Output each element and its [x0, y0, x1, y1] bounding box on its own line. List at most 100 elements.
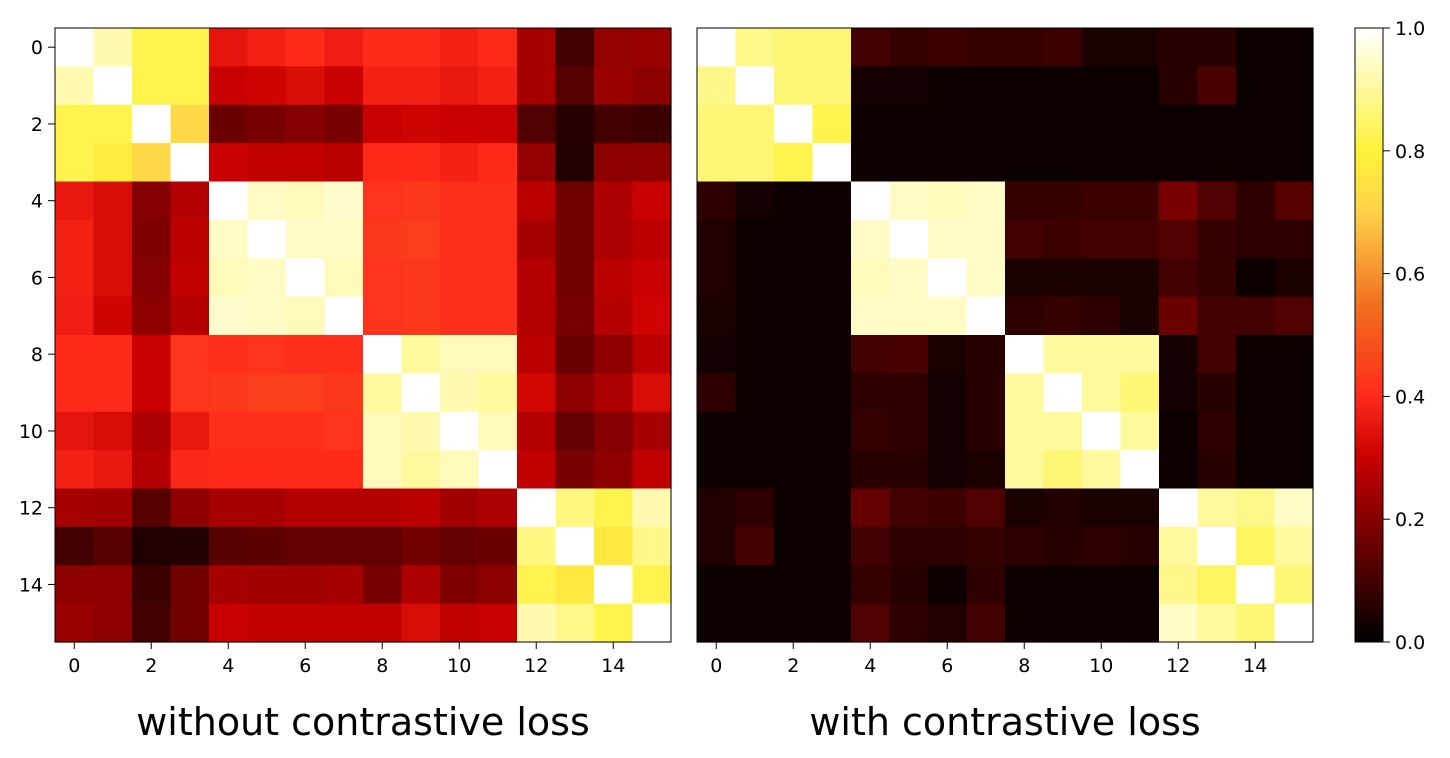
heatmap-cell — [1197, 565, 1237, 605]
heatmap-cell — [735, 28, 775, 67]
heatmap-cell — [1159, 28, 1199, 67]
heatmap-cell — [1082, 258, 1122, 298]
heatmap-cell — [478, 335, 518, 374]
heatmap-cell — [1236, 565, 1276, 605]
heatmap-cell — [735, 296, 775, 336]
heatmap-cell — [440, 526, 480, 566]
heatmap-cell — [1159, 219, 1199, 259]
heatmap-cell — [1043, 335, 1083, 374]
x-tick-label: 6 — [299, 655, 311, 677]
heatmap-cell — [889, 411, 929, 451]
heatmap-cell — [93, 488, 133, 528]
heatmap-cell — [1236, 335, 1276, 374]
heatmap-cell — [247, 411, 287, 451]
heatmap-cell — [286, 258, 326, 298]
heatmap-cell — [1274, 28, 1314, 67]
heatmap-cell — [1082, 219, 1122, 259]
heatmap-cell — [966, 450, 1006, 490]
heatmap-cell — [132, 526, 172, 566]
heatmap-cell — [363, 373, 403, 413]
heatmap-cell — [697, 526, 737, 566]
heatmap-cell — [1043, 143, 1083, 183]
heatmap-cell — [401, 411, 441, 451]
heatmap-cell — [1159, 181, 1199, 221]
heatmap-cell — [1159, 258, 1199, 298]
heatmap-cell — [555, 28, 595, 67]
heatmap-cell — [247, 28, 287, 67]
heatmap-cell — [1120, 335, 1160, 374]
heatmap-cell — [812, 373, 852, 413]
heatmap-cell — [1197, 66, 1237, 106]
heatmap-cell — [774, 450, 814, 490]
heatmap-cell — [1005, 258, 1045, 298]
heatmap-cell — [774, 565, 814, 605]
heatmap-cell — [132, 258, 172, 298]
heatmap-cell — [93, 66, 133, 106]
heatmap-cell — [132, 603, 172, 643]
heatmap-cell — [812, 66, 852, 106]
colorbar-tick-label: 0.6 — [1395, 264, 1425, 286]
heatmap-cell — [1082, 526, 1122, 566]
heatmap-cell — [1236, 181, 1276, 221]
heatmap-cell — [1159, 488, 1199, 528]
heatmap-cell — [555, 526, 595, 566]
heatmap-cell — [286, 181, 326, 221]
heatmap-cell — [1159, 373, 1199, 413]
heatmap-cell — [889, 258, 929, 298]
x-tick-label: 10 — [447, 655, 471, 677]
heatmap-cell — [928, 373, 968, 413]
heatmap-cell — [1236, 143, 1276, 183]
heatmap-cell — [1159, 565, 1199, 605]
heatmap-cell — [324, 373, 364, 413]
heatmap-cell — [851, 603, 891, 643]
heatmap-cell — [209, 526, 249, 566]
heatmap-cell — [478, 450, 518, 490]
heatmap-cell — [928, 411, 968, 451]
heatmap-cell — [55, 603, 95, 643]
heatmap-cell — [1120, 143, 1160, 183]
heatmap-cell — [132, 104, 172, 144]
heatmap-cell — [594, 296, 634, 336]
colorbar-tick-label: 1.0 — [1395, 18, 1425, 40]
heatmap-cell — [1082, 28, 1122, 67]
heatmap-cell — [363, 526, 403, 566]
heatmap-cell — [55, 66, 95, 106]
heatmap-cell — [1005, 565, 1045, 605]
heatmap-cell — [478, 28, 518, 67]
heatmap-cell — [1236, 258, 1276, 298]
heatmap-cell — [440, 66, 480, 106]
heatmap-cell — [1043, 526, 1083, 566]
heatmap-cell — [555, 488, 595, 528]
heatmap-cell — [1082, 335, 1122, 374]
heatmap-cell — [1197, 28, 1237, 67]
heatmap-cell — [889, 565, 929, 605]
colorbar: 0.0 0.2 0.4 0.6 0.8 1.0 — [1354, 18, 1425, 654]
heatmap-cell — [889, 526, 929, 566]
heatmap-cell — [812, 565, 852, 605]
x-tick-label: 12 — [1166, 655, 1190, 677]
heatmap-cell — [1159, 411, 1199, 451]
heatmap-cell — [209, 373, 249, 413]
heatmap-cell — [632, 296, 672, 336]
heatmap-cell — [632, 28, 672, 67]
heatmap-cell — [170, 603, 210, 643]
heatmap-cell — [170, 296, 210, 336]
heatmap-cell — [1274, 104, 1314, 144]
heatmap-cell — [170, 450, 210, 490]
heatmap-cell — [735, 258, 775, 298]
heatmap-cell — [247, 488, 287, 528]
heatmap-cell — [209, 181, 249, 221]
heatmap-cell — [517, 104, 557, 144]
caption-without-contrastive-loss: without contrastive loss — [136, 700, 590, 744]
heatmap-cell — [928, 565, 968, 605]
heatmap-cell — [247, 219, 287, 259]
heatmap-cell — [363, 104, 403, 144]
heatmap-cell — [966, 104, 1006, 144]
heatmap-cell — [555, 143, 595, 183]
heatmap-cell — [812, 411, 852, 451]
heatmap-cell — [889, 104, 929, 144]
heatmap-cell — [1043, 219, 1083, 259]
heatmap-cell — [324, 219, 364, 259]
heatmap-cell — [478, 603, 518, 643]
